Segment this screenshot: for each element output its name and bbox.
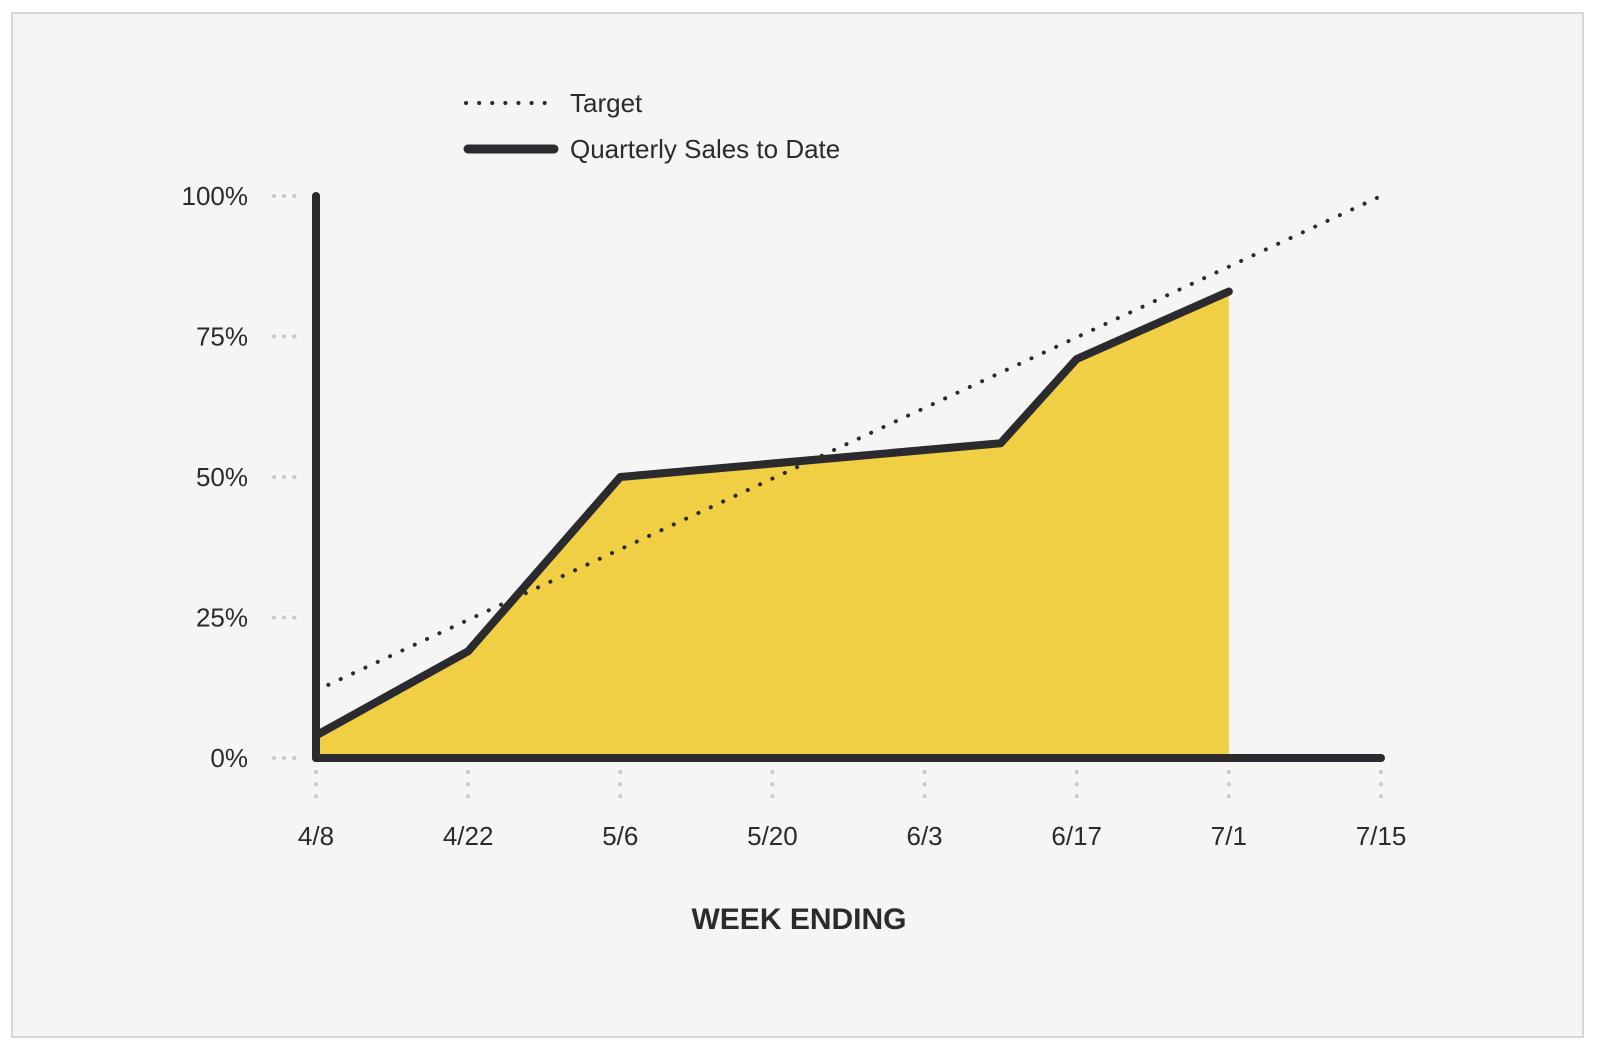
x-tick-label: 6/3 [906, 821, 942, 851]
y-tick-dots [272, 194, 306, 760]
x-tick-dots [314, 770, 1383, 802]
x-tick-label: 4/8 [298, 821, 334, 851]
legend-sales-label: Quarterly Sales to Date [570, 134, 840, 164]
axes [312, 192, 1385, 762]
sales-area [316, 291, 1229, 758]
x-tick-label: 7/1 [1211, 821, 1247, 851]
y-tick-label: 75% [196, 322, 248, 352]
x-axis-title: WEEK ENDING [691, 903, 906, 936]
x-tick-labels: 4/8 4/22 5/6 5/20 6/3 6/17 7/1 7/15 [298, 821, 1406, 851]
x-tick-label: 5/6 [602, 821, 638, 851]
y-tick-labels: 0% 25% 50% 75% 100% [182, 181, 249, 773]
y-tick-label: 50% [196, 462, 248, 492]
x-tick-label: 4/22 [443, 821, 494, 851]
legend: Target Quarterly Sales to Date [463, 88, 840, 164]
sales-line [312, 287, 1233, 740]
x-tick-label: 6/17 [1051, 821, 1102, 851]
x-tick-label: 5/20 [747, 821, 798, 851]
legend-target-label: Target [570, 88, 643, 118]
x-tick-label: 7/15 [1356, 821, 1407, 851]
target-line [314, 194, 1383, 693]
area-layer [316, 291, 1229, 758]
series-layer [312, 194, 1383, 740]
y-tick-label: 100% [182, 181, 249, 211]
y-tick-label: 25% [196, 603, 248, 633]
y-tick-label: 0% [210, 743, 248, 773]
